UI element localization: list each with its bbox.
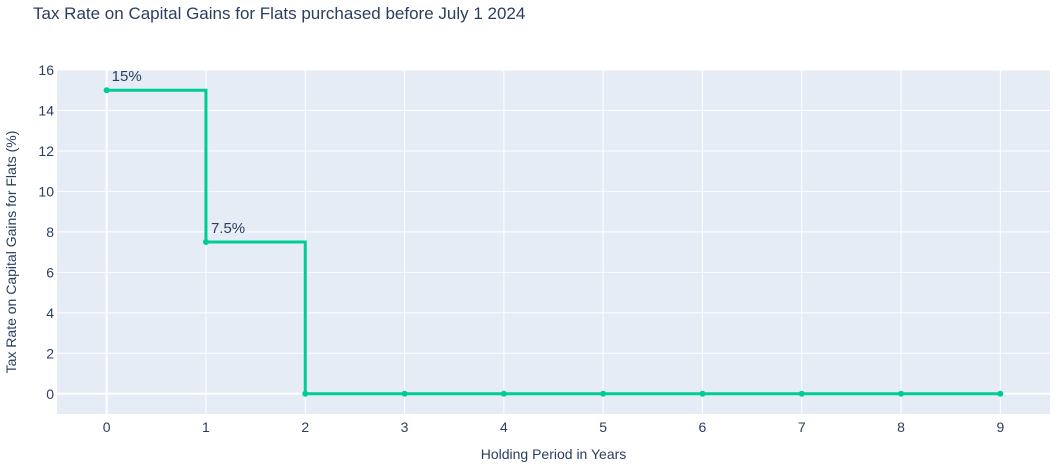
x-tick-label: 2: [301, 419, 309, 435]
x-tick-label: 3: [401, 419, 409, 435]
y-tick-label: 8: [46, 224, 54, 240]
x-tick-label: 8: [897, 419, 905, 435]
data-point: [500, 390, 507, 397]
x-tick-label: 7: [798, 419, 806, 435]
annotations: 15% 7.5%: [112, 68, 246, 237]
data-point: [997, 390, 1004, 397]
y-tick-label: 10: [38, 183, 54, 199]
series-line: [106, 88, 1001, 396]
y-tick-label: 4: [46, 305, 54, 321]
y-tick-label: 0: [46, 386, 54, 402]
x-tick-label: 5: [599, 419, 607, 435]
x-tick-label: 4: [500, 419, 508, 435]
y-axis-title: Tax Rate on Capital Gains for Flats (%): [3, 131, 19, 374]
chart-title: Tax Rate on Capital Gains for Flats purc…: [33, 4, 526, 23]
y-tick-label: 2: [46, 345, 54, 361]
y-tick-label: 16: [38, 62, 54, 78]
data-point: [302, 390, 309, 397]
data-point: [103, 87, 110, 94]
data-point: [898, 390, 905, 397]
x-tick-label: 9: [996, 419, 1004, 435]
y-tick-label: 6: [46, 264, 54, 280]
y-tick-label: 12: [38, 143, 54, 159]
data-label: 15%: [112, 68, 142, 85]
data-point: [699, 390, 706, 397]
x-tick-label: 1: [202, 419, 210, 435]
data-point: [600, 390, 607, 397]
x-tick-label: 6: [699, 419, 707, 435]
series-layer: [103, 87, 1004, 397]
x-axis-title: Holding Period in Years: [481, 446, 627, 462]
data-point: [202, 239, 209, 245]
data-point: [401, 390, 408, 397]
data-label: 7.5%: [211, 220, 245, 237]
data-point: [798, 390, 805, 397]
x-tick-label: 0: [103, 419, 111, 435]
y-tick-label: 14: [38, 102, 54, 118]
